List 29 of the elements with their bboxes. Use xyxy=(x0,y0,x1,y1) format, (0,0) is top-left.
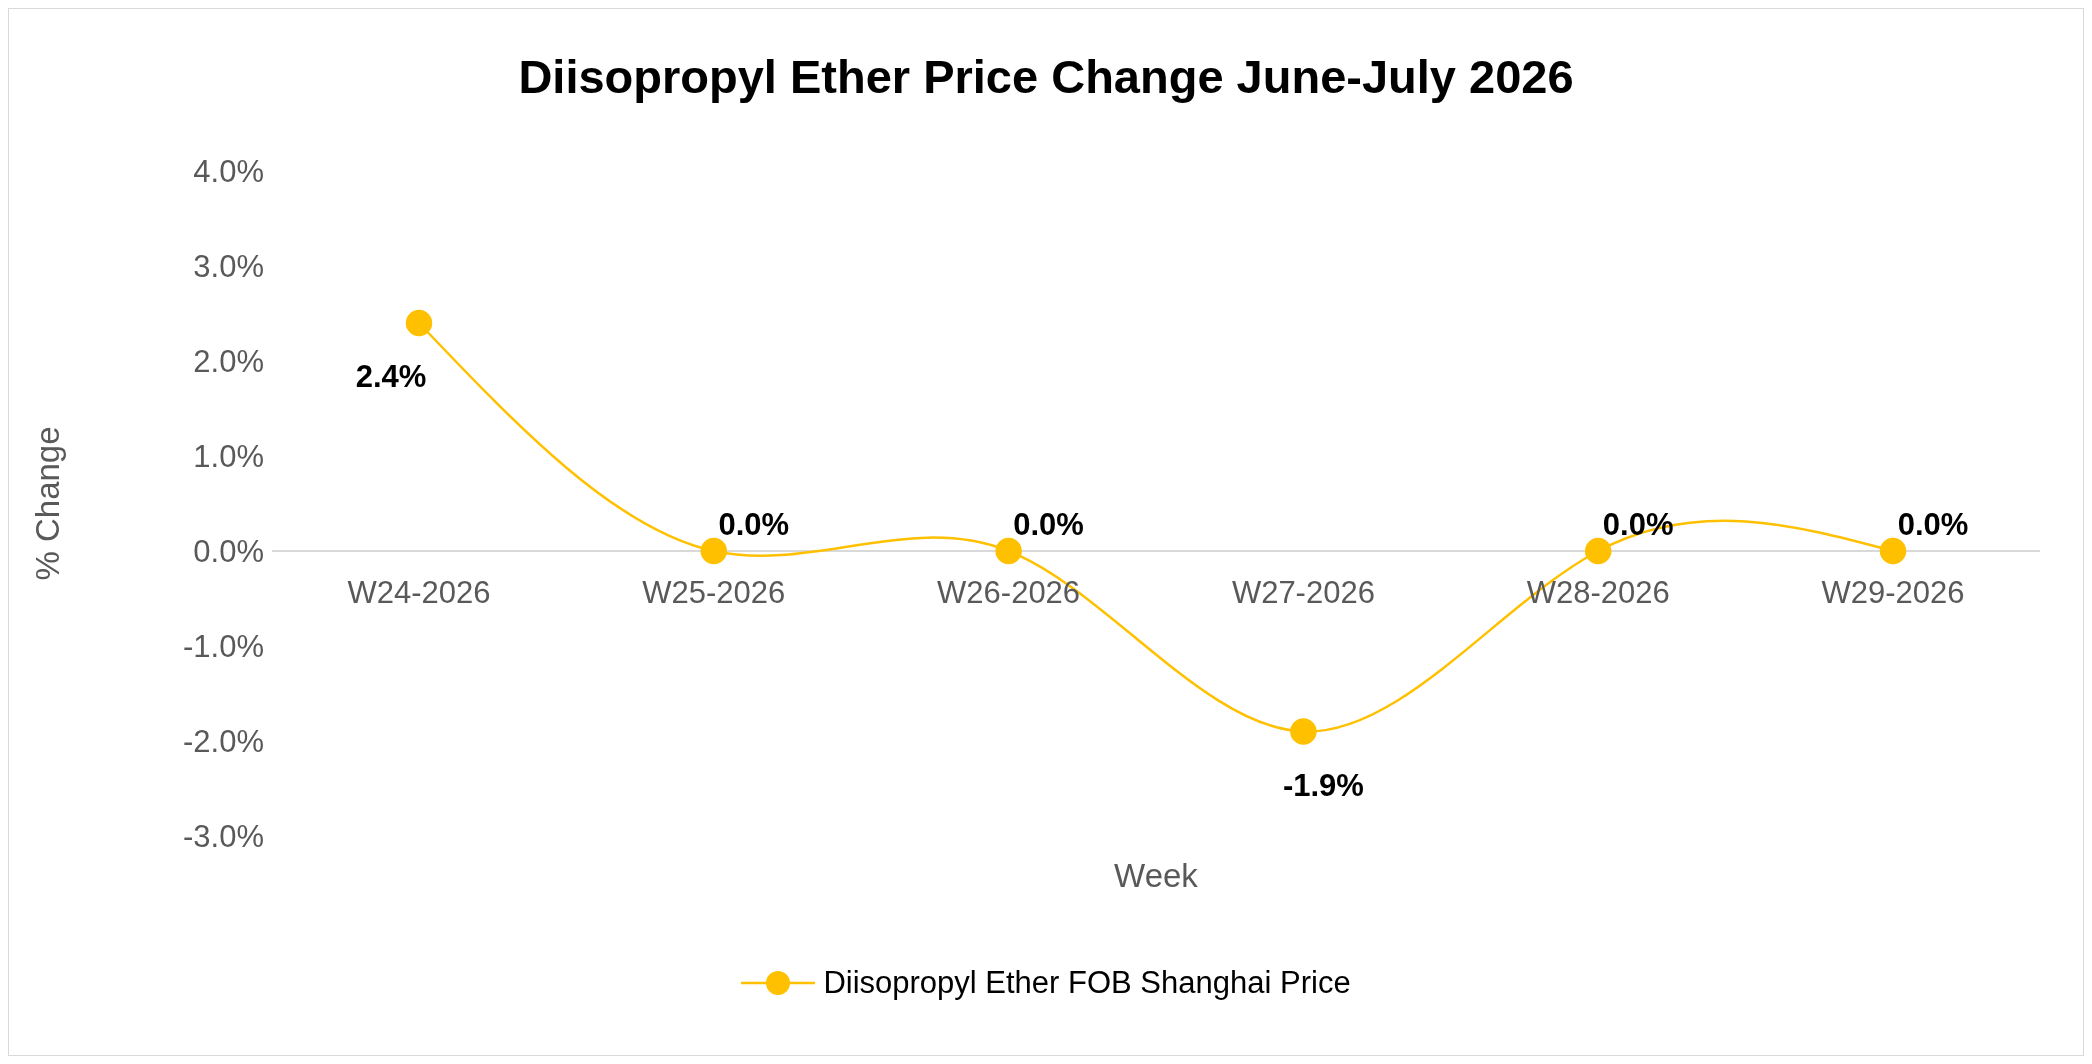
point xyxy=(700,537,728,565)
data-label: 0.0% xyxy=(718,507,790,542)
data-label: 2.4% xyxy=(355,359,427,394)
point xyxy=(1290,718,1317,745)
data-label: -1.9% xyxy=(1282,767,1364,803)
y-tick-label: 4.0% xyxy=(193,154,264,190)
y-axis-title: % Change xyxy=(28,426,66,581)
y-tick-label: -2.0% xyxy=(183,724,264,760)
point xyxy=(405,309,433,337)
legend-label: Diisopropyl Ether FOB Shanghai Price xyxy=(823,965,1351,1001)
x-axis-title: Week xyxy=(1114,857,1199,894)
x-tick-label: W25-2026 xyxy=(642,575,786,610)
point xyxy=(1879,537,1907,565)
x-tick-label: W24-2026 xyxy=(347,575,491,610)
y-tick-label: -1.0% xyxy=(183,629,264,665)
data-label: 0.0% xyxy=(1897,507,1969,542)
point xyxy=(995,537,1022,565)
x-tick-label: W27-2026 xyxy=(1231,575,1375,610)
data-label: 0.0% xyxy=(1602,507,1674,542)
y-tick-label: -3.0% xyxy=(183,819,264,855)
x-tick-label: W26-2026 xyxy=(937,575,1081,610)
y-tick-label: 0.0% xyxy=(193,534,264,570)
y-tick-label: 3.0% xyxy=(193,249,264,285)
chart-title: Diisopropyl Ether Price Change June-July 2026 xyxy=(517,49,1575,104)
x-tick-label: W29-2026 xyxy=(1821,575,1965,610)
point xyxy=(1584,537,1612,565)
y-tick-label: 1.0% xyxy=(193,439,264,475)
y-tick-label: 2.0% xyxy=(193,344,264,380)
data-label: 0.0% xyxy=(1013,507,1084,542)
